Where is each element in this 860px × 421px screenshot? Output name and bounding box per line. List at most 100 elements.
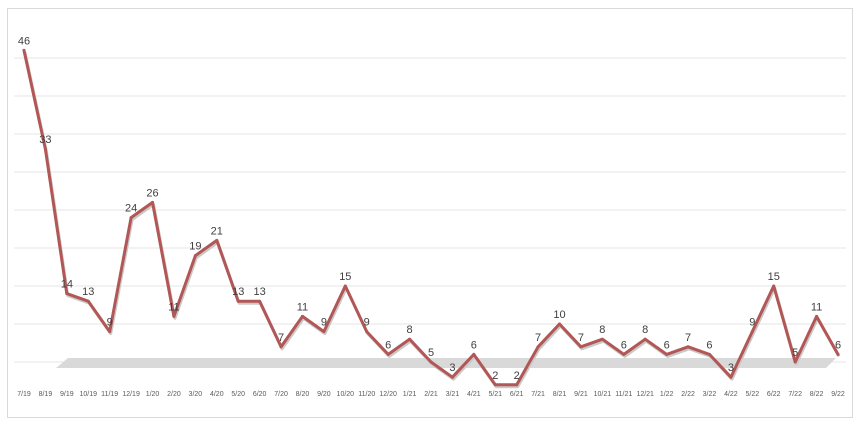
data-label: 7 xyxy=(578,332,584,344)
data-label: 10 xyxy=(553,309,565,321)
data-label: 15 xyxy=(768,271,780,283)
x-tick-label: 4/22 xyxy=(724,391,738,398)
x-tick-label: 6/21 xyxy=(510,391,524,398)
data-label: 8 xyxy=(599,324,605,336)
data-label: 5 xyxy=(428,347,434,359)
data-point xyxy=(258,299,262,303)
data-point xyxy=(322,330,326,334)
x-tick-label: 12/20 xyxy=(379,391,397,398)
data-point xyxy=(408,337,412,341)
x-tick-label: 3/20 xyxy=(189,391,203,398)
data-label: 6 xyxy=(664,339,670,351)
data-label: 9 xyxy=(321,317,327,329)
x-tick-label: 7/20 xyxy=(274,391,288,398)
data-point xyxy=(665,352,669,356)
data-labels: 46 33 14 13 9 24 26 11 19 21 13 13 7 11 9 15 9 6 8 5 3 6 2 2 7 10… xyxy=(18,35,841,381)
data-label: 9 xyxy=(107,317,113,329)
x-tick-label: 6/22 xyxy=(767,391,781,398)
data-point xyxy=(643,337,647,341)
data-label: 6 xyxy=(706,339,712,351)
floor-band xyxy=(56,358,836,368)
data-label: 11 xyxy=(811,301,822,313)
data-label: 19 xyxy=(189,241,201,253)
data-point xyxy=(108,330,112,334)
x-tick-label: 11/21 xyxy=(615,391,632,398)
x-tick-label: 7/22 xyxy=(788,391,802,398)
data-label: 6 xyxy=(621,339,627,351)
data-point xyxy=(600,337,604,341)
x-tick-label: 7/19 xyxy=(17,391,31,398)
x-tick-label: 8/19 xyxy=(39,391,53,398)
x-tick-label: 1/22 xyxy=(660,391,674,398)
data-label: 9 xyxy=(364,317,370,329)
data-point xyxy=(515,383,519,387)
data-point xyxy=(729,375,733,379)
x-tick-label: 1/21 xyxy=(403,391,417,398)
data-point xyxy=(193,254,197,258)
data-point xyxy=(836,352,840,356)
data-point xyxy=(386,352,390,356)
x-tick-label: 4/20 xyxy=(210,391,224,398)
x-tick-label: 12/19 xyxy=(122,391,140,398)
chart-frame xyxy=(7,8,853,418)
data-point xyxy=(493,383,497,387)
x-tick-label: 3/21 xyxy=(446,391,460,398)
x-tick-label: 10/19 xyxy=(79,391,97,398)
x-tick-label: 5/21 xyxy=(488,391,502,398)
data-point xyxy=(686,345,690,349)
x-tick-label: 5/20 xyxy=(231,391,245,398)
data-point xyxy=(450,375,454,379)
data-label: 26 xyxy=(146,187,158,199)
data-point xyxy=(343,284,347,288)
data-point xyxy=(750,330,754,334)
data-label: 7 xyxy=(685,332,691,344)
x-tick-label: 4/21 xyxy=(467,391,481,398)
data-label: 3 xyxy=(449,362,455,374)
data-label: 6 xyxy=(835,339,841,351)
series-line-path xyxy=(22,48,840,387)
data-label: 11 xyxy=(168,301,179,313)
data-label: 8 xyxy=(642,324,648,336)
series-shadow xyxy=(23,52,841,389)
x-tick-label: 9/20 xyxy=(317,391,331,398)
data-label: 33 xyxy=(39,134,51,146)
data-point xyxy=(151,200,155,204)
x-tick-label: 6/20 xyxy=(253,391,267,398)
data-label: 9 xyxy=(749,317,755,329)
data-label: 11 xyxy=(297,301,308,313)
data-label: 6 xyxy=(385,339,391,351)
data-label: 2 xyxy=(514,370,520,382)
data-point xyxy=(772,284,776,288)
chart-floor xyxy=(56,358,836,368)
data-label: 2 xyxy=(492,370,498,382)
data-label: 13 xyxy=(254,286,266,298)
data-point xyxy=(215,238,219,242)
data-label: 5 xyxy=(792,347,798,359)
x-tick-label: 11/20 xyxy=(358,391,375,398)
data-label: 6 xyxy=(471,339,477,351)
data-point xyxy=(129,216,133,220)
x-tick-label: 9/21 xyxy=(574,391,588,398)
data-point xyxy=(707,352,711,356)
data-label: 24 xyxy=(125,203,137,215)
x-tick-label: 3/22 xyxy=(703,391,717,398)
x-tick-label: 2/20 xyxy=(167,391,181,398)
data-point xyxy=(365,330,369,334)
x-tick-label: 5/22 xyxy=(746,391,760,398)
x-tick-label: 2/21 xyxy=(424,391,438,398)
x-tick-label: 8/20 xyxy=(296,391,310,398)
data-label: 15 xyxy=(339,271,351,283)
data-point xyxy=(579,345,583,349)
x-tick-label: 2/22 xyxy=(681,391,695,398)
x-tick-label: 10/21 xyxy=(594,391,612,398)
series-line xyxy=(22,48,841,389)
data-point xyxy=(472,352,476,356)
data-point xyxy=(429,360,433,364)
x-tick-label: 9/22 xyxy=(831,391,845,398)
data-point xyxy=(558,322,562,326)
data-label: 14 xyxy=(61,279,73,291)
x-tick-label: 9/19 xyxy=(60,391,74,398)
data-label: 13 xyxy=(232,286,244,298)
data-point xyxy=(279,345,283,349)
data-point xyxy=(622,352,626,356)
